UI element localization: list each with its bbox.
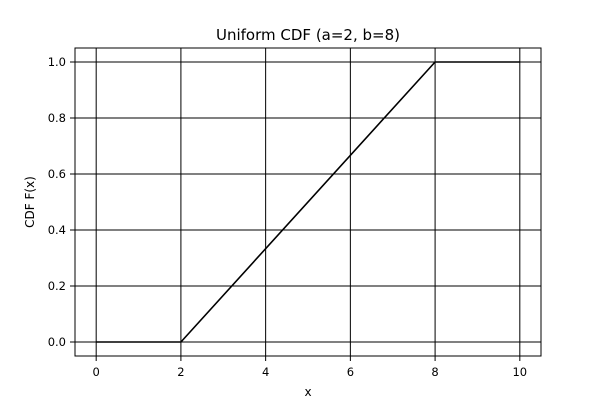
cdf-line-series bbox=[96, 61, 520, 343]
y-tick-label: 1.0 bbox=[48, 55, 66, 69]
chart-title: Uniform CDF (a=2, b=8) bbox=[216, 26, 400, 44]
series-group bbox=[96, 61, 520, 343]
x-tick-label: 0 bbox=[93, 365, 100, 379]
plot-area bbox=[74, 47, 542, 357]
y-axis-ticks: 0.0 0.2 0.4 0.6 0.8 1.0 bbox=[48, 55, 75, 349]
y-tick-label: 0.8 bbox=[48, 111, 66, 125]
y-axis-label: CDF F(x) bbox=[23, 176, 37, 228]
x-tick-label: 10 bbox=[512, 365, 527, 379]
y-tick-label: 0.2 bbox=[48, 279, 66, 293]
x-tick-label: 4 bbox=[262, 365, 269, 379]
x-axis-label: x bbox=[304, 385, 311, 399]
y-tick-label: 0.4 bbox=[48, 223, 66, 237]
y-tick-label: 0.6 bbox=[48, 167, 66, 181]
plot-border bbox=[74, 47, 542, 357]
x-tick-label: 2 bbox=[177, 365, 184, 379]
x-tick-label: 8 bbox=[431, 365, 438, 379]
y-tick-label: 0.0 bbox=[48, 335, 66, 349]
grid-lines bbox=[75, 48, 541, 356]
x-tick-label: 6 bbox=[347, 365, 354, 379]
x-axis-ticks: 0 2 4 6 8 10 bbox=[93, 356, 527, 379]
